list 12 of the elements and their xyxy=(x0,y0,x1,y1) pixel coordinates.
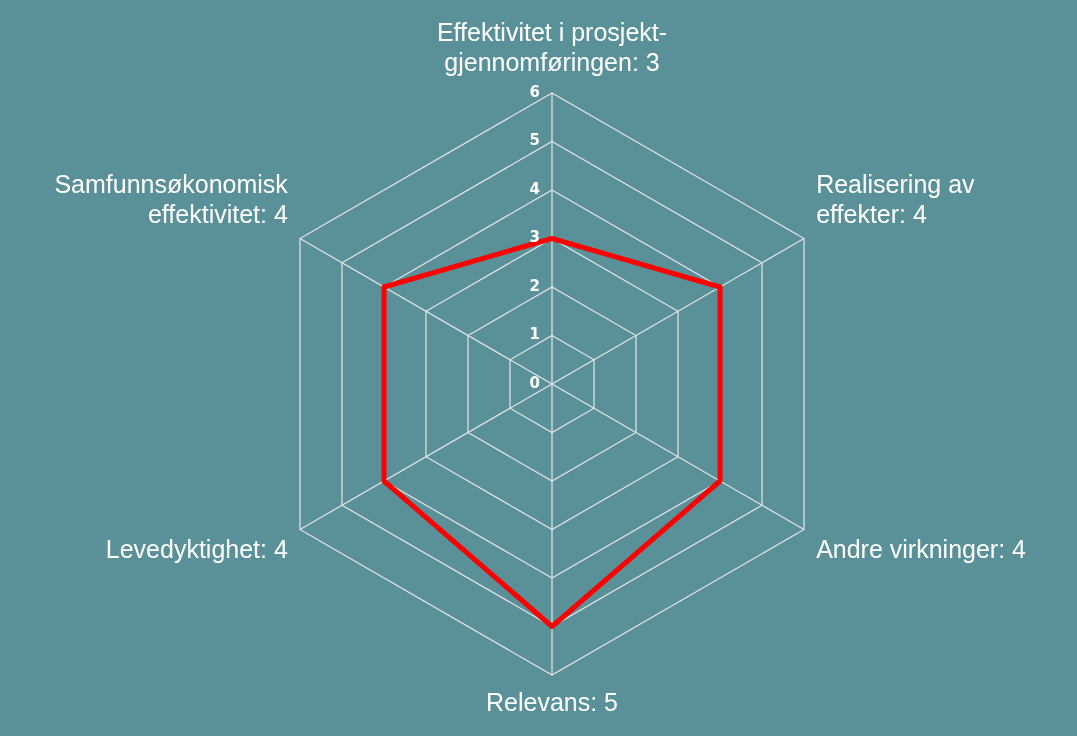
spoke-label: Effektivitet i prosjekt- gjennomføringen: 3 xyxy=(436,17,668,76)
spoke-label: Andre virkninger: 4 xyxy=(816,535,1027,564)
spoke-label: Levedyktighet: 4 xyxy=(105,535,288,564)
y-tick-label: 2 xyxy=(529,276,540,295)
y-tick-label: 4 xyxy=(529,179,540,198)
spoke-label: Realisering av effekter: 4 xyxy=(816,170,976,229)
y-tick-label: 0 xyxy=(529,373,540,392)
y-tick-label: 5 xyxy=(529,131,540,150)
spoke-label: Samfunnsøkonomisk effektivitet: 4 xyxy=(54,170,289,229)
y-tick-label: 6 xyxy=(529,82,540,101)
spoke-label: Relevans: 5 xyxy=(485,687,619,716)
y-tick-label: 1 xyxy=(529,325,540,344)
